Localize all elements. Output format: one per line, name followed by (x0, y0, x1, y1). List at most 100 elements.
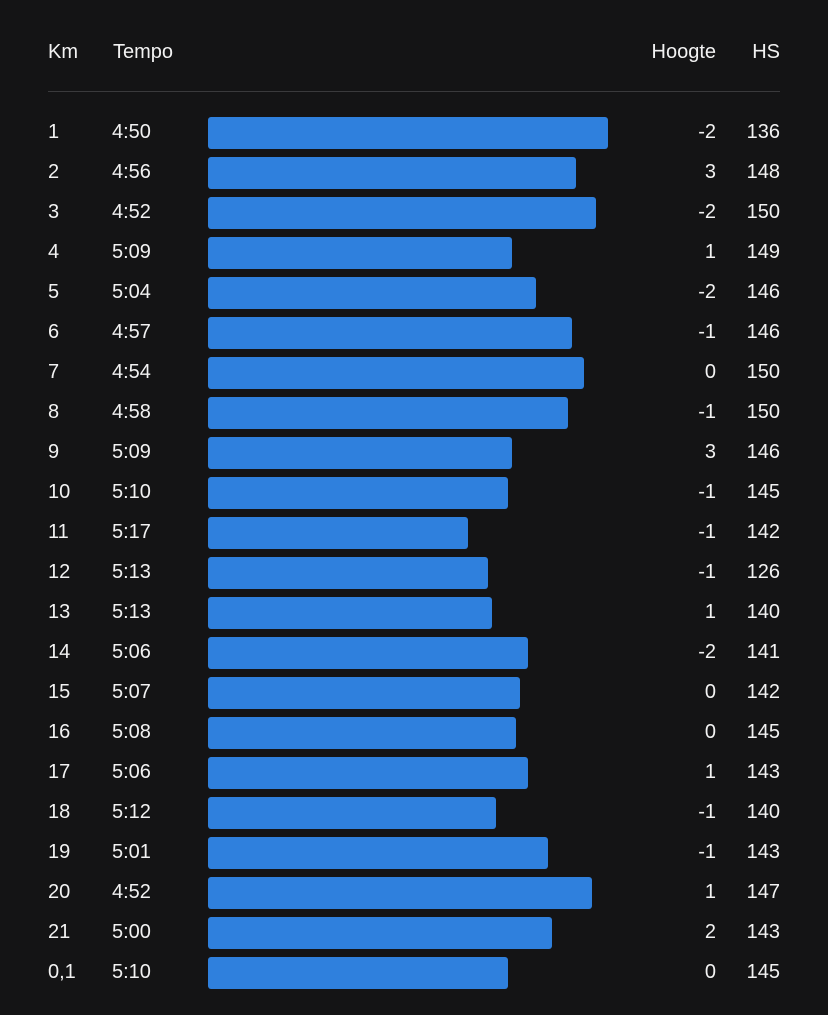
split-tempo: 5:13 (112, 561, 151, 583)
split-hs: 143 (746, 761, 780, 783)
pace-bar-track (208, 637, 608, 669)
split-hoogte: 0 (704, 721, 716, 743)
pace-bar-track (208, 717, 608, 749)
pace-bar-track (208, 397, 608, 429)
pace-bar-track (208, 877, 608, 909)
split-row: 3 4:52 -2 150 (0, 192, 828, 232)
pace-bar (208, 157, 576, 189)
split-hoogte: -2 (698, 281, 716, 303)
pace-bar-track (208, 517, 608, 549)
pace-bar (208, 517, 468, 549)
split-hs: 145 (746, 961, 780, 983)
pace-bar-track (208, 237, 608, 269)
split-tempo: 5:04 (112, 281, 151, 303)
split-row: 6 4:57 -1 146 (0, 312, 828, 352)
pace-bar (208, 437, 512, 469)
split-row: 11 5:17 -1 142 (0, 512, 828, 552)
split-tempo: 4:50 (112, 121, 151, 143)
split-tempo: 4:57 (112, 321, 151, 343)
split-row: 10 5:10 -1 145 (0, 472, 828, 512)
split-hs: 150 (746, 361, 780, 383)
pace-bar (208, 877, 592, 909)
split-km: 9 (48, 441, 60, 463)
split-row: 1 4:50 -2 136 (0, 112, 828, 152)
split-hs: 145 (746, 481, 780, 503)
pace-bar (208, 637, 528, 669)
split-hs: 145 (746, 721, 780, 743)
header-hs: HS (752, 41, 780, 63)
split-row: 8 4:58 -1 150 (0, 392, 828, 432)
split-hs: 141 (746, 641, 780, 663)
split-hs: 149 (746, 241, 780, 263)
split-row: 21 5:00 2 143 (0, 912, 828, 952)
split-row: 18 5:12 -1 140 (0, 792, 828, 832)
split-tempo: 4:56 (112, 161, 151, 183)
pace-bar (208, 837, 548, 869)
pace-bar-track (208, 117, 608, 149)
pace-bar-track (208, 277, 608, 309)
split-km: 18 (48, 801, 71, 823)
split-row: 16 5:08 0 145 (0, 712, 828, 752)
split-km: 3 (48, 201, 60, 223)
pace-bar (208, 597, 492, 629)
split-km: 4 (48, 241, 60, 263)
split-tempo: 4:58 (112, 401, 151, 423)
split-hoogte: -1 (698, 321, 716, 343)
pace-bar-track (208, 477, 608, 509)
pace-bar (208, 197, 596, 229)
split-km: 20 (48, 881, 71, 903)
split-hoogte: 0 (704, 681, 716, 703)
header-hoogte: Hoogte (651, 41, 717, 63)
split-row: 12 5:13 -1 126 (0, 552, 828, 592)
split-hoogte: 1 (704, 601, 716, 623)
split-hoogte: -1 (698, 841, 716, 863)
split-tempo: 5:06 (112, 641, 151, 663)
pace-bar (208, 237, 512, 269)
split-row: 19 5:01 -1 143 (0, 832, 828, 872)
pace-bar (208, 477, 508, 509)
split-hoogte: -2 (698, 201, 716, 223)
split-hoogte: 3 (704, 161, 716, 183)
split-hs: 136 (746, 121, 780, 143)
split-tempo: 5:10 (112, 481, 151, 503)
split-tempo: 4:52 (112, 881, 151, 903)
split-km: 2 (48, 161, 60, 183)
split-tempo: 4:52 (112, 201, 151, 223)
split-tempo: 5:10 (112, 961, 151, 983)
split-row: 4 5:09 1 149 (0, 232, 828, 272)
pace-bar-track (208, 357, 608, 389)
pace-bar (208, 117, 608, 149)
split-km: 7 (48, 361, 60, 383)
pace-bar (208, 397, 568, 429)
split-tempo: 5:07 (112, 681, 151, 703)
split-tempo: 5:00 (112, 921, 151, 943)
split-hs: 126 (746, 561, 780, 583)
split-km: 19 (48, 841, 71, 863)
split-km: 14 (48, 641, 71, 663)
pace-bar-track (208, 797, 608, 829)
pace-bar (208, 677, 520, 709)
split-row: 7 4:54 0 150 (0, 352, 828, 392)
pace-bar (208, 757, 528, 789)
split-hs: 148 (746, 161, 780, 183)
pace-bar-track (208, 757, 608, 789)
pace-bar-track (208, 437, 608, 469)
split-km: 8 (48, 401, 60, 423)
split-row: 14 5:06 -2 141 (0, 632, 828, 672)
header-tempo: Tempo (113, 41, 174, 63)
split-tempo: 5:09 (112, 441, 151, 463)
split-km: 16 (48, 721, 71, 743)
pace-bar (208, 917, 552, 949)
split-hoogte: -1 (698, 801, 716, 823)
split-hoogte: -1 (698, 561, 716, 583)
split-km: 11 (48, 521, 69, 543)
split-km: 12 (48, 561, 71, 583)
split-hoogte: -1 (698, 401, 716, 423)
split-hoogte: 2 (704, 921, 716, 943)
split-hs: 140 (746, 601, 780, 623)
split-km: 13 (48, 601, 71, 623)
split-km: 1 (48, 121, 60, 143)
split-hs: 143 (746, 921, 780, 943)
split-hoogte: 1 (704, 761, 716, 783)
split-hoogte: 1 (704, 881, 716, 903)
